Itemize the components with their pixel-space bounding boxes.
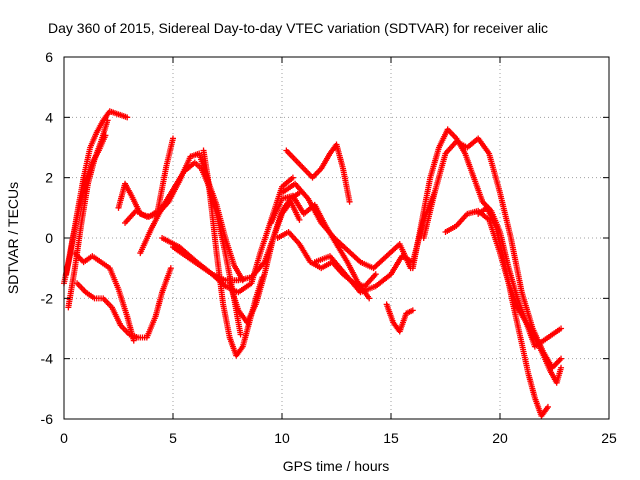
y-tick-label: 2 bbox=[45, 170, 53, 186]
data-point bbox=[366, 295, 373, 302]
x-tick-label: 5 bbox=[169, 430, 177, 446]
x-tick-label: 25 bbox=[601, 430, 617, 446]
x-tick-labels: 0 5 10 15 20 25 bbox=[60, 430, 617, 446]
x-tick-label: 10 bbox=[274, 430, 290, 446]
chart-title: Day 360 of 2015, Sidereal Day-to-day VTE… bbox=[48, 20, 548, 36]
data-point bbox=[289, 174, 296, 181]
y-tick-label: 4 bbox=[45, 109, 53, 125]
x-tick-label: 20 bbox=[492, 430, 508, 446]
data-point bbox=[372, 271, 379, 278]
series-track-14 bbox=[283, 141, 353, 205]
x-axis-label: GPS time / hours bbox=[283, 458, 390, 474]
y-tick-label: 6 bbox=[45, 49, 53, 65]
data-point bbox=[124, 114, 131, 121]
series-track-3 bbox=[63, 132, 109, 278]
series-track-22 bbox=[475, 204, 551, 419]
data-point bbox=[544, 403, 551, 410]
x-tick-label: 15 bbox=[383, 430, 399, 446]
data-point bbox=[409, 307, 416, 314]
series-track-12 bbox=[226, 189, 303, 326]
data-point bbox=[167, 265, 174, 272]
data-point bbox=[170, 135, 176, 142]
series-track-2 bbox=[65, 117, 111, 311]
data-point bbox=[558, 325, 565, 332]
series-track-20 bbox=[420, 135, 565, 371]
series-track-16 bbox=[279, 180, 414, 272]
data-point bbox=[102, 132, 109, 139]
series-track-5 bbox=[74, 265, 174, 341]
y-tick-label: -2 bbox=[41, 290, 54, 306]
y-tick-label: 0 bbox=[45, 230, 53, 246]
data-point bbox=[237, 331, 244, 338]
data-point bbox=[296, 216, 303, 223]
data-point bbox=[130, 337, 137, 344]
y-tick-label: -6 bbox=[41, 411, 54, 427]
y-axis-label: SDTVAR / TECUs bbox=[5, 182, 21, 294]
data-points bbox=[61, 108, 565, 419]
y-tick-labels: -6 -4 -2 0 2 4 6 bbox=[41, 49, 54, 427]
data-point bbox=[558, 355, 565, 362]
data-point bbox=[346, 198, 353, 205]
data-point bbox=[104, 117, 111, 124]
y-tick-label: -4 bbox=[41, 351, 54, 367]
x-tick-label: 0 bbox=[60, 430, 68, 446]
data-point bbox=[558, 364, 565, 371]
axis-ticks bbox=[63, 56, 610, 420]
series-track-18 bbox=[383, 301, 416, 335]
